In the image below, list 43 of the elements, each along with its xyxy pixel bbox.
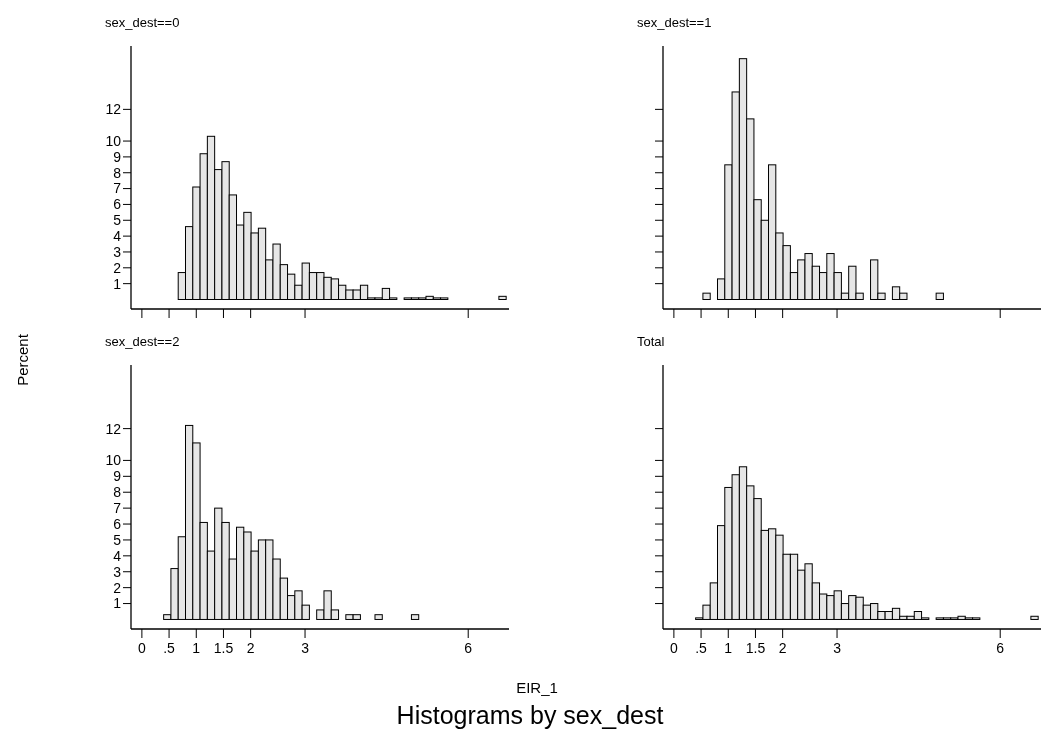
y-tick-label: 8 (113, 484, 122, 501)
y-tick-label: 4 (113, 547, 122, 564)
y-tick-label: 10 (105, 452, 122, 469)
chart-title: sex_dest==2 (105, 334, 180, 349)
x-tick-label: 0 (137, 640, 146, 656)
y-tick-label: 10 (105, 132, 122, 149)
x-tick-label: 1 (724, 640, 733, 656)
y-tick-label: 7 (113, 180, 122, 197)
chart-title: sex_dest==1 (637, 15, 712, 30)
y-tick-label: 9 (113, 148, 122, 165)
y-tick-label: 1 (113, 275, 122, 292)
x-tick-label: 1.5 (745, 640, 766, 656)
x-tick-label: 0 (669, 640, 678, 656)
x-tick-label: .5 (695, 640, 708, 656)
y-tick-label: 12 (105, 101, 122, 118)
y-tick-label: 5 (113, 212, 122, 229)
chart-title: Total (637, 334, 665, 349)
x-tick-label: 6 (996, 640, 1005, 656)
y-tick-label: 1 (113, 595, 122, 612)
y-tick-label: 12 (105, 420, 122, 437)
x-tick-label: 2 (246, 640, 255, 656)
y-tick-label: 3 (113, 243, 122, 260)
y-tick-label: 3 (113, 563, 122, 580)
y-tick-label: 2 (113, 259, 122, 276)
x-tick-label: 3 (833, 640, 842, 656)
x-axis-title: EIR_1 (516, 679, 558, 696)
y-tick-label: 5 (113, 531, 122, 548)
text: Histograms by sex_dest (396, 701, 664, 729)
x-tick-label: .5 (163, 640, 176, 656)
y-axis-title: Percent (14, 333, 31, 386)
x-tick-label: 6 (464, 640, 473, 656)
chart-title: sex_dest==0 (105, 15, 180, 30)
y-tick-label: 9 (113, 468, 122, 485)
y-tick-label: 7 (113, 500, 122, 517)
y-tick-label: 6 (113, 196, 122, 213)
x-tick-label: 1 (192, 640, 201, 656)
x-tick-label: 1.5 (213, 640, 234, 656)
y-tick-label: 6 (113, 515, 122, 532)
x-tick-label: 2 (778, 640, 787, 656)
y-tick-label: 8 (113, 164, 122, 181)
x-tick-label: 3 (301, 640, 310, 656)
y-tick-label: 2 (113, 579, 122, 596)
y-tick-label: 4 (113, 228, 122, 245)
